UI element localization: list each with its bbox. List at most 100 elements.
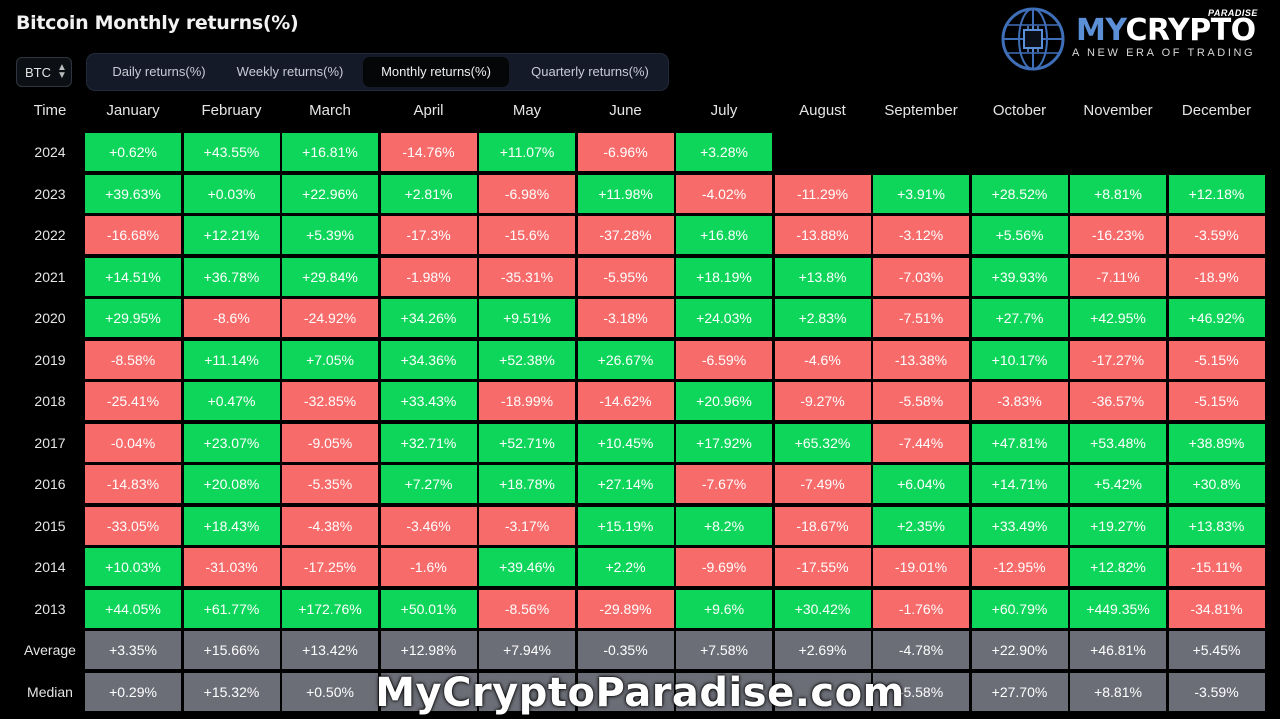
- cell-2018-june: -14.62%: [577, 382, 674, 420]
- tab-weekly-returns[interactable]: Weekly returns(%): [236, 64, 344, 79]
- cell-2013-may: -8.56%: [479, 589, 575, 628]
- cell-2021-december: -18.9%: [1168, 257, 1265, 296]
- cell-median-april: [380, 672, 477, 711]
- cell-2021-november: -7.11%: [1070, 257, 1166, 296]
- cell-median-january: +0.29%: [85, 672, 181, 711]
- asset-select[interactable]: BTC ▲ ▼: [16, 57, 72, 87]
- cell-2024-january: +0.62%: [85, 133, 181, 171]
- cell-2016-february: +20.08%: [183, 465, 280, 503]
- cell-2018-december: -5.15%: [1168, 382, 1265, 420]
- cell-median-november: +8.81%: [1070, 672, 1166, 711]
- cell-2015-february: +18.43%: [183, 506, 280, 545]
- cell-2014-june: +2.2%: [577, 548, 674, 586]
- cell-2022-november: -16.23%: [1070, 216, 1166, 254]
- row-label-2018: 2018: [34, 393, 66, 409]
- cell-average-july: +7.58%: [676, 631, 772, 669]
- cell-2016-september: +6.04%: [873, 465, 969, 503]
- cell-average-april: +12.98%: [380, 631, 477, 669]
- cell-2022-june: -37.28%: [577, 216, 674, 254]
- cell-2017-november: +53.48%: [1070, 423, 1166, 462]
- cell-2019-february: +11.14%: [183, 340, 280, 379]
- cell-average-january: +3.35%: [85, 631, 181, 669]
- cell-2019-december: -5.15%: [1168, 340, 1265, 379]
- cell-2023-october: +28.52%: [971, 174, 1068, 213]
- cell-2014-february: -31.03%: [183, 548, 280, 586]
- cell-2016-october: +14.71%: [971, 465, 1068, 503]
- cell-2020-june: -3.18%: [577, 299, 674, 337]
- cell-2020-july: +24.03%: [676, 299, 772, 337]
- up-down-arrows-icon: ▲ ▼: [57, 62, 67, 81]
- globe-logo-icon: [1001, 7, 1065, 71]
- cell-2018-september: -5.58%: [873, 382, 969, 420]
- cell-2015-december: +13.83%: [1168, 506, 1265, 545]
- brand-logo: PARADISE MYCRYPTO A NEW ERA OF TRADING: [1000, 6, 1270, 72]
- cell-2019-june: +26.67%: [577, 340, 674, 379]
- cell-2013-march: +172.76%: [282, 589, 378, 628]
- row-label-2013: 2013: [34, 600, 66, 617]
- row-label-2017: 2017: [34, 434, 66, 451]
- cell-median-may: [479, 672, 575, 711]
- cell-2024-june: -6.96%: [577, 133, 674, 171]
- cell-2021-march: +29.84%: [282, 257, 378, 296]
- cell-2016-may: +18.78%: [479, 465, 575, 503]
- cell-2014-september: -19.01%: [873, 548, 969, 586]
- cell-2023-august: -11.29%: [774, 174, 871, 213]
- cell-2019-january: -8.58%: [85, 340, 181, 379]
- cell-median-december: -3.59%: [1168, 672, 1265, 711]
- cell-2021-september: -7.03%: [873, 257, 969, 296]
- cell-2020-september: -7.51%: [873, 299, 969, 337]
- cell-average-june: -0.35%: [577, 631, 674, 669]
- cell-2014-may: +39.46%: [479, 548, 575, 586]
- logo-brand-prefix: MY: [1076, 13, 1126, 48]
- cell-2018-january: -25.41%: [85, 382, 181, 420]
- cell-2016-august: -7.49%: [774, 465, 871, 503]
- row-label-2022: 2022: [34, 227, 66, 243]
- cell-2017-february: +23.07%: [183, 423, 280, 462]
- row-label-average: Average: [24, 642, 76, 658]
- row-label-2016: 2016: [34, 476, 66, 492]
- cell-2020-february: -8.6%: [183, 299, 280, 337]
- cell-2017-september: -7.44%: [873, 423, 969, 462]
- cell-2020-august: +2.83%: [774, 299, 871, 337]
- cell-average-august: +2.69%: [774, 631, 871, 669]
- cell-2024-march: +16.81%: [282, 133, 378, 171]
- tab-monthly-returns[interactable]: Monthly returns(%): [363, 57, 509, 87]
- cell-2014-december: -15.11%: [1168, 548, 1265, 586]
- cell-2023-may: -6.98%: [479, 174, 575, 213]
- cell-2023-june: +11.98%: [577, 174, 674, 213]
- cell-2021-january: +14.51%: [85, 257, 181, 296]
- cell-2018-november: -36.57%: [1070, 382, 1166, 420]
- tab-daily-returns[interactable]: Daily returns(%): [112, 64, 206, 79]
- cell-2016-march: -5.35%: [282, 465, 378, 503]
- cell-2016-june: +27.14%: [577, 465, 674, 503]
- cell-2020-march: -24.92%: [282, 299, 378, 337]
- cell-2013-september: -1.76%: [873, 589, 969, 628]
- cell-2019-may: +52.38%: [479, 340, 575, 379]
- header-august: August: [799, 102, 846, 119]
- header-october: October: [992, 102, 1047, 119]
- cell-2023-july: -4.02%: [676, 174, 772, 213]
- cell-average-november: +46.81%: [1070, 631, 1166, 669]
- cell-2015-march: -4.38%: [282, 506, 378, 545]
- cell-2023-april: +2.81%: [380, 174, 477, 213]
- cell-2017-july: +17.92%: [676, 423, 772, 462]
- cell-2015-november: +19.27%: [1070, 506, 1166, 545]
- cell-2022-august: -13.88%: [774, 216, 871, 254]
- tab-quarterly-returns[interactable]: Quarterly returns(%): [531, 64, 649, 79]
- header-june: June: [609, 102, 642, 119]
- cell-2013-april: +50.01%: [380, 589, 477, 628]
- row-label-median: Median: [27, 683, 73, 700]
- row-label-2024: 2024: [34, 144, 66, 160]
- row-label-2014: 2014: [34, 559, 66, 575]
- header-time: Time: [33, 102, 67, 119]
- row-label-2020: 2020: [34, 310, 66, 326]
- cell-2016-december: +30.8%: [1168, 465, 1265, 503]
- row-label-2023: 2023: [34, 185, 66, 202]
- cell-median-september: -5.58%: [873, 672, 969, 711]
- cell-2022-march: +5.39%: [282, 216, 378, 254]
- cell-2016-april: +7.27%: [380, 465, 477, 503]
- row-label-2019: 2019: [34, 351, 66, 368]
- cell-2021-june: -5.95%: [577, 257, 674, 296]
- header-february: February: [201, 102, 262, 119]
- cell-2019-november: -17.27%: [1070, 340, 1166, 379]
